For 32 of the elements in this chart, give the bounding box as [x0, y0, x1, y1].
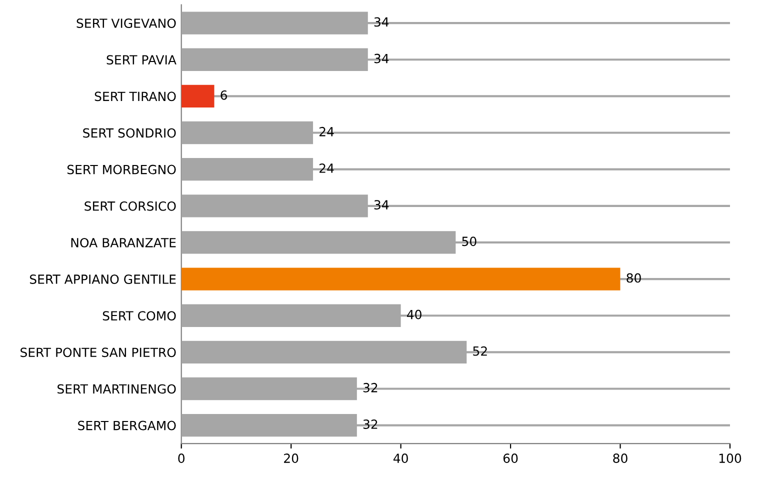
data-label: 6 [220, 90, 227, 100]
data-label: 24 [320, 164, 334, 173]
x-tick-label: 100 [719, 454, 742, 464]
data-label: 34 [374, 200, 389, 210]
y-tick-label: SERT VIGEVANO [76, 18, 176, 28]
x-tick-label: 40 [393, 454, 408, 464]
y-tick-label: SERT MORBEGNO [67, 164, 176, 174]
y-tick-label: SERT MARTINENGO [58, 384, 176, 394]
y-tick-label: SERT CORSICO [84, 201, 176, 211]
x-tick-label: 80 [613, 454, 628, 464]
y-tick-label: SERT BERGAMO [78, 420, 176, 430]
y-tick-label: SERT PAVIA [106, 55, 176, 65]
x-tick-label: 0 [178, 454, 184, 464]
y-tick-label: NOA BARANZATE [71, 238, 176, 248]
data-label: 80 [626, 273, 641, 283]
y-tick-label: SERT SONDRIO [83, 128, 176, 138]
x-tick-label: 20 [284, 454, 298, 464]
y-tick-label: SERT TIRANO [94, 92, 176, 102]
data-label: 40 [406, 310, 422, 320]
bar [181, 268, 620, 290]
x-tick-label: 60 [503, 454, 518, 464]
data-label: 32 [363, 419, 378, 429]
y-tick-label: SERT COMO [102, 311, 176, 321]
data-label: 32 [363, 382, 378, 392]
y-tick-label: SERT APPIANO GENTILE [30, 274, 176, 284]
data-label: 34 [374, 54, 389, 64]
data-label: 34 [374, 17, 389, 27]
bar [181, 84, 214, 108]
data-label: 50 [462, 236, 476, 246]
data-label: 24 [320, 126, 334, 136]
data-label: 52 [473, 346, 487, 356]
y-tick-label: SERT PONTE SAN PIETRO [20, 348, 176, 358]
